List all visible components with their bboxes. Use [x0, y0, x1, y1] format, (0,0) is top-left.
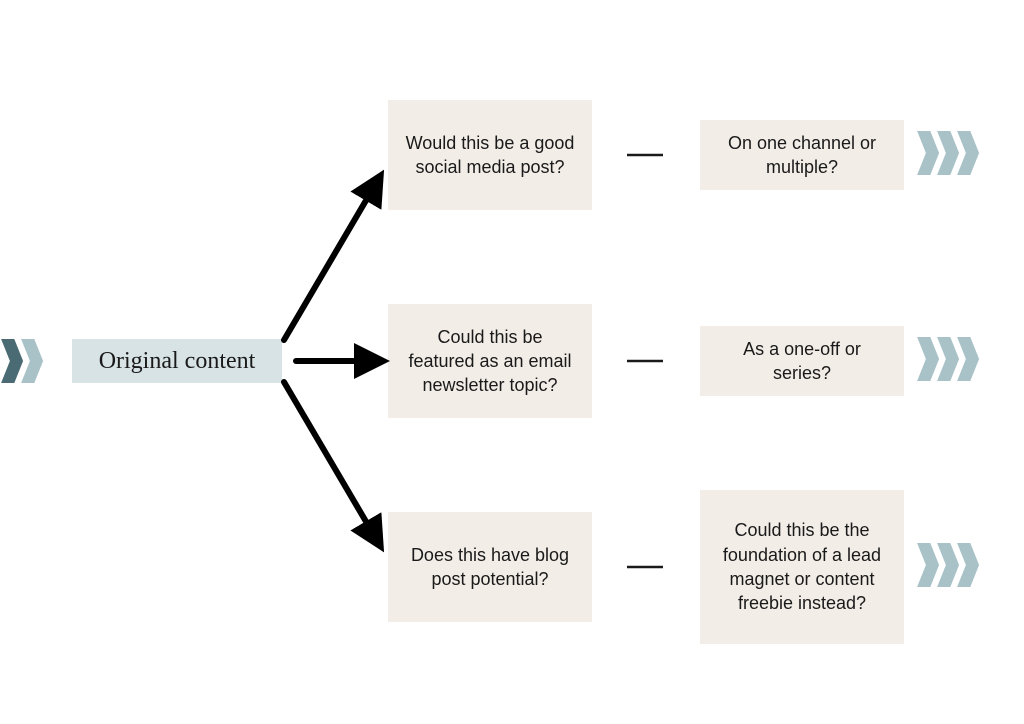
arrows-group — [284, 180, 378, 542]
exit-chevrons-0 — [916, 131, 981, 175]
branch-1-q2: As a one-off or series? — [700, 326, 904, 396]
arrow-line — [284, 382, 378, 542]
branch-2-q1: Does this have blog post potential? — [388, 512, 592, 622]
source-box: Original content — [72, 339, 282, 383]
branch-2-q2: Could this be the foundation of a lead m… — [700, 490, 904, 644]
dashes-group — [627, 155, 663, 567]
chevron-icon — [956, 337, 980, 381]
chevron-icon — [20, 339, 44, 383]
exit-chevrons-2 — [916, 543, 981, 587]
branch-0-q1: Would this be a good social media post? — [388, 100, 592, 210]
source-label: Original content — [99, 348, 256, 375]
arrow-line — [284, 180, 378, 340]
chevron-icon — [956, 131, 980, 175]
chevron-icon — [956, 543, 980, 587]
entry-chevrons — [0, 339, 44, 383]
branch-0-q2: On one channel or multiple? — [700, 120, 904, 190]
exit-chevrons-1 — [916, 337, 981, 381]
branch-1-q1: Could this be featured as an email newsl… — [388, 304, 592, 418]
